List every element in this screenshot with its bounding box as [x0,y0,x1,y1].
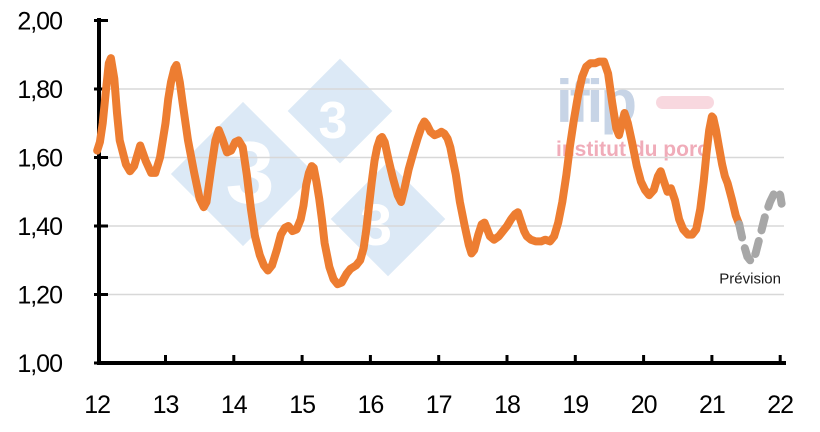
axes [94,18,786,365]
series-price-actual [93,54,744,289]
x-tick-label: 22 [767,391,793,419]
x-tick-label: 20 [631,391,657,419]
x-tick-label: 15 [289,391,315,419]
gridlines [99,88,784,296]
forecast-annotation: Prévision [719,270,781,287]
ifip-dash-icon [656,96,714,109]
y-tick-label: 1,60 [17,145,62,173]
y-tick-label: 1,20 [17,282,62,310]
axis-line [97,18,786,365]
y-tick-label: 1,80 [17,76,62,104]
x-tick-label: 17 [426,391,452,419]
y-tick-label: 1,40 [17,213,62,241]
watermark-digit: 3 [319,92,348,150]
x-tick-label: 16 [357,391,383,419]
series-price-forecast [735,186,786,266]
x-tick-label: 18 [494,391,520,419]
series [93,54,786,289]
x-tick-label: 12 [84,391,110,419]
x-tick-label: 19 [562,391,588,419]
x-tick-label: 13 [153,391,179,419]
y-tick-label: 1,00 [17,350,62,378]
x-tick-label: 14 [221,391,248,419]
x-tick-label: 21 [699,391,725,419]
y-tick-label: 2,00 [17,8,62,36]
axis-labels: 1,00 1,20 1,40 1,60 1,80 2,00 12 13 14 15 16 17 18 19… [17,8,794,420]
diamond-icon [330,161,446,277]
